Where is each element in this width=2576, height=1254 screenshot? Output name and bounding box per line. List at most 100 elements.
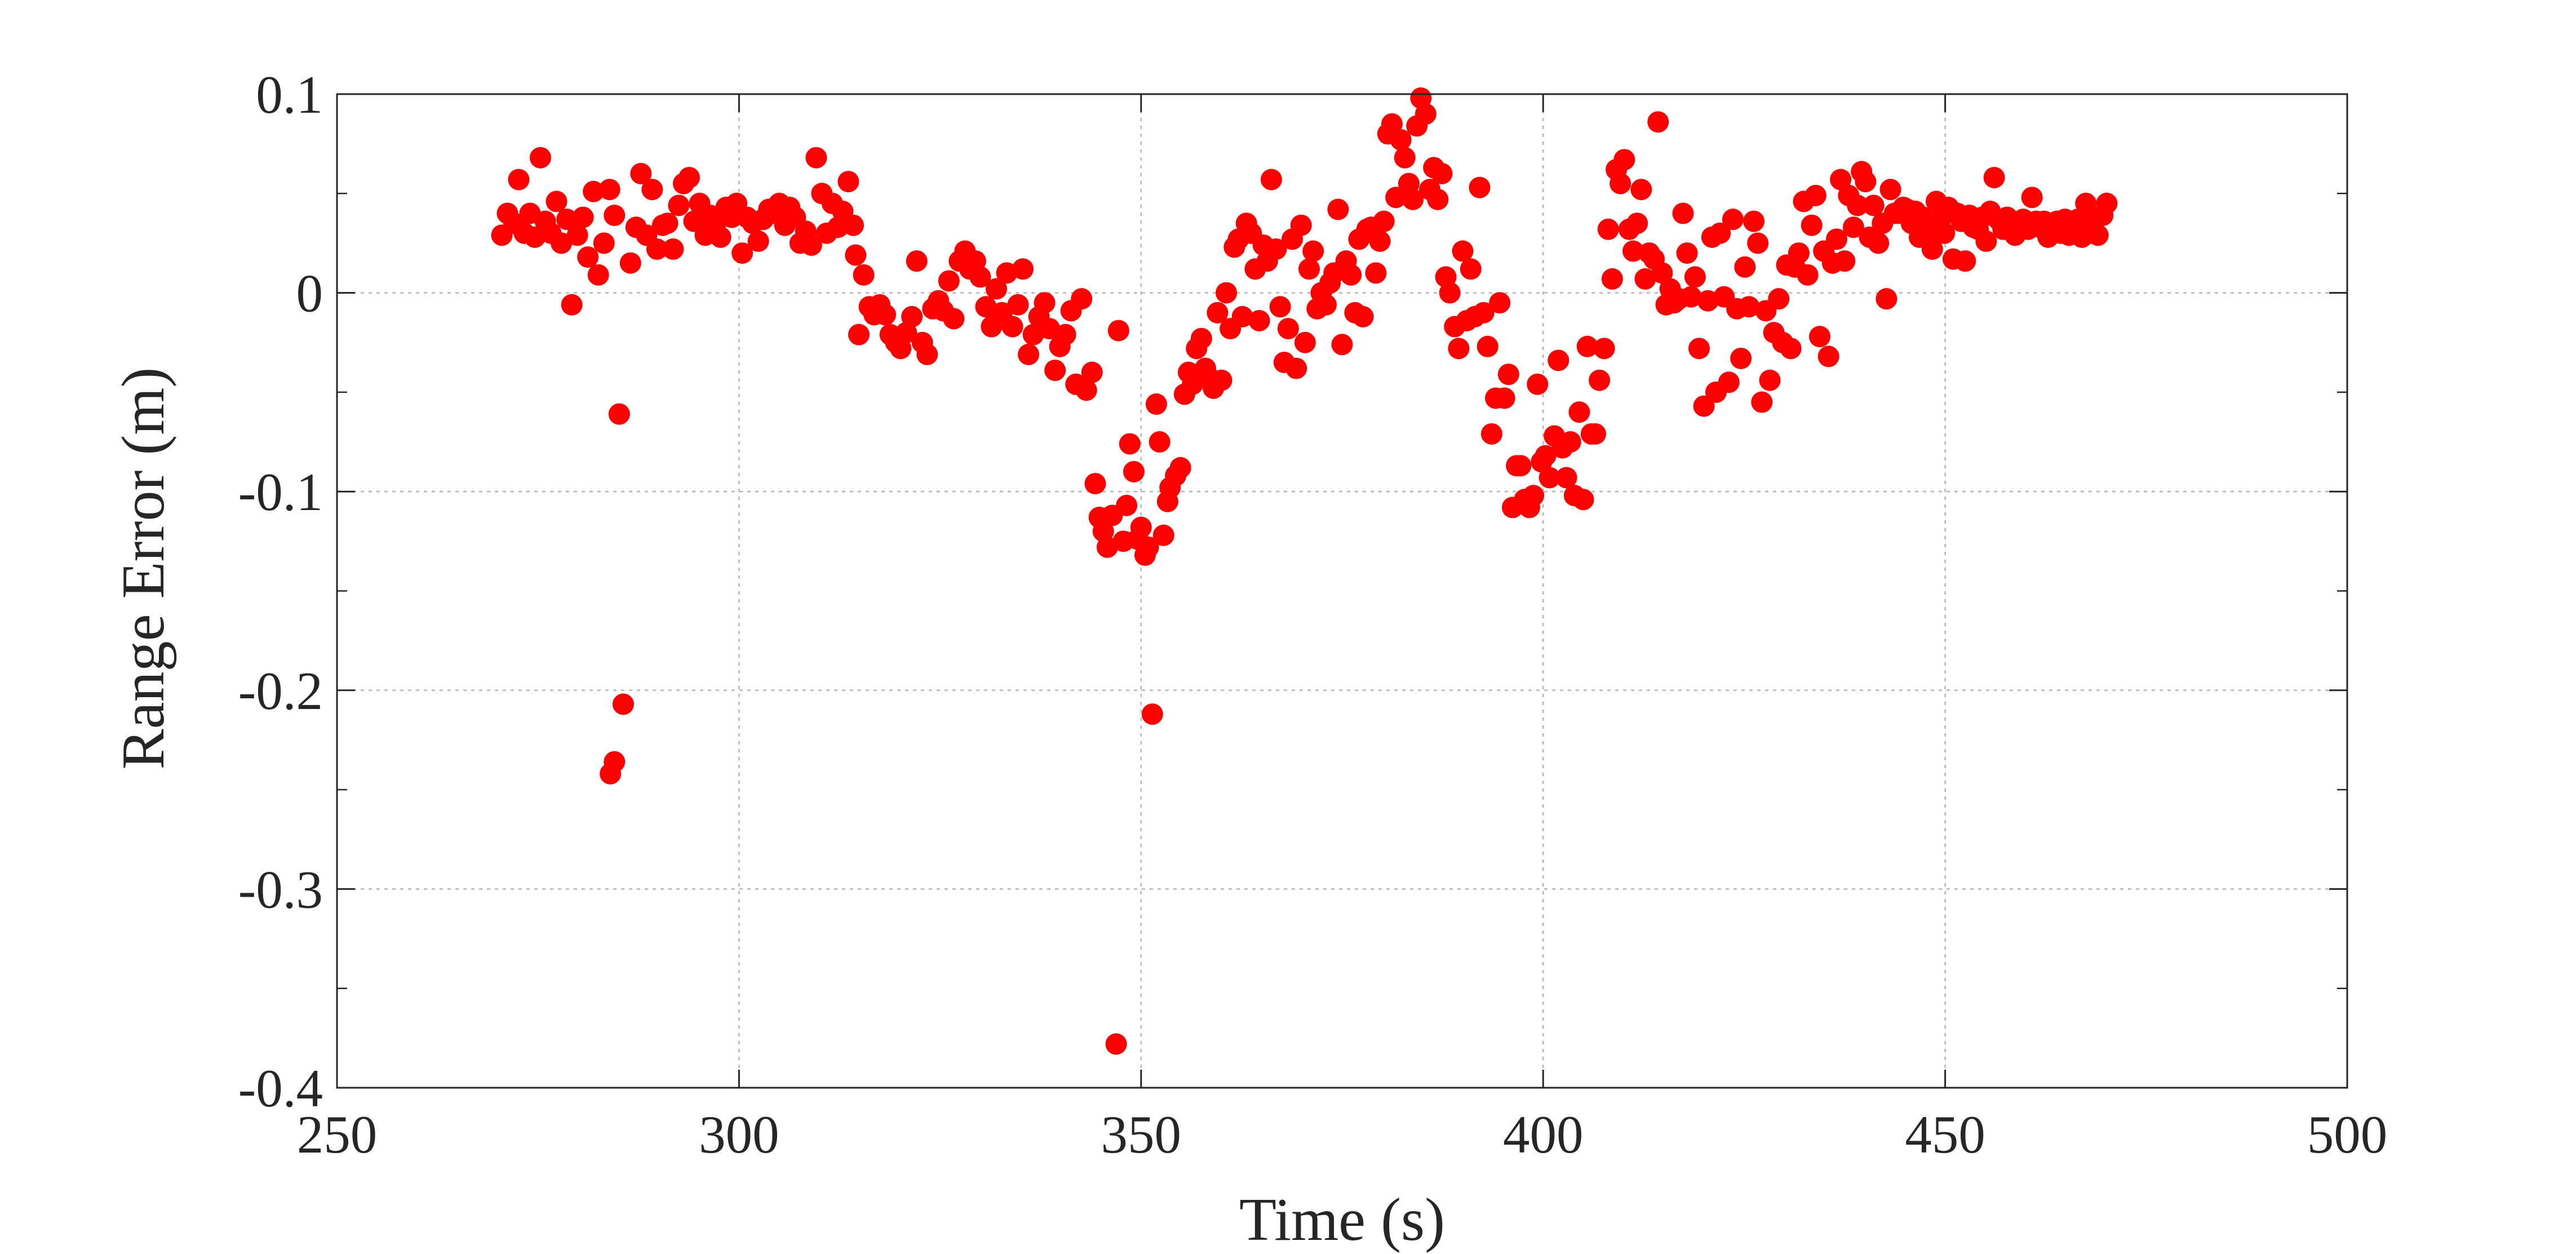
data-point [1075,379,1097,401]
data-point [1879,179,1901,201]
data-point [1527,373,1549,395]
data-point [916,343,938,365]
data-points [491,87,2118,1055]
data-point [1863,194,1885,216]
data-point [2075,192,2097,214]
data-point [1231,305,1253,327]
data-point [508,169,530,190]
data-point [1983,167,2005,189]
y-axis-title: Range Error (m) [110,367,177,770]
data-point [587,264,609,286]
data-point [1145,393,1167,415]
data-point [1018,343,1040,365]
data-point [1369,230,1391,252]
data-point [1071,288,1093,310]
data-point [1676,242,1698,264]
data-point [1190,327,1212,349]
data-point [612,693,634,715]
data-point [1718,371,1740,393]
data-point [566,224,588,246]
data-point [1634,268,1656,290]
data-point [853,264,875,286]
data-point [1216,282,1238,304]
data-point [572,206,594,228]
data-point [1601,268,1623,290]
data-point [1568,401,1590,423]
data-point [1054,324,1076,345]
data-point [598,179,620,201]
data-point [1431,163,1453,185]
data-point [1211,369,1232,391]
y-tick-label: -0.4 [238,1058,323,1118]
data-point [1269,296,1291,318]
data-point [1452,240,1474,262]
data-point [1248,309,1270,331]
data-point [805,147,827,169]
data-point [1294,331,1316,353]
data-point [996,262,1018,284]
data-point [561,294,583,316]
data-point [1830,169,1852,190]
data-point [1647,111,1669,133]
data-point [1448,338,1470,360]
data-point [1152,524,1174,546]
y-tick-label: 0.1 [256,65,323,125]
data-point [1427,188,1449,210]
data-point [1460,258,1482,280]
data-point [975,296,997,318]
data-point [1489,292,1511,314]
data-point [1847,194,1869,216]
data-point [1825,228,1847,250]
axis-ticks [336,93,2348,1089]
data-point [710,226,731,248]
data-point [662,238,684,260]
data-point [1743,210,1765,232]
data-point [1340,264,1362,286]
data-point [1373,210,1395,232]
data-point [1365,262,1387,284]
data-point [848,324,870,345]
data-point [1394,147,1416,169]
data-point [1497,364,1519,385]
data-point [1298,258,1320,280]
data-point [668,194,690,216]
data-point [985,278,1007,300]
data-point [1001,316,1023,338]
data-point [1265,238,1287,260]
data-point [556,209,578,231]
data-point [1137,536,1159,558]
data-point [1709,222,1731,244]
data-point [875,304,897,326]
x-tick-label: 300 [699,1105,779,1164]
data-point [1613,149,1635,171]
data-point [1315,294,1337,316]
data-point [1385,187,1407,209]
y-tick-label: -0.3 [238,859,323,919]
data-point [1182,373,1204,395]
data-point [1123,460,1145,482]
data-point [1535,445,1557,467]
data-point [1381,113,1403,135]
y-tick-labels: 0.1 0 -0.1 -0.2 -0.3 -0.4 [238,65,323,1118]
data-point [1169,457,1191,478]
data-point [2087,224,2109,246]
x-axis-title: Time (s) [1239,1186,1445,1253]
data-point [1797,264,1819,286]
data-point [1593,338,1615,360]
data-point [551,232,573,254]
data-point [1290,214,1312,236]
data-point [1680,286,1702,308]
data-point [1439,282,1461,304]
data-point [1480,423,1502,445]
data-point [604,751,626,773]
data-point [1044,360,1066,382]
data-point [1672,202,1694,224]
data-point [1141,703,1163,725]
data-point [678,167,700,189]
data-point [1260,169,1282,190]
data-point [1477,335,1498,357]
data-point [641,179,663,201]
data-point [845,244,867,266]
